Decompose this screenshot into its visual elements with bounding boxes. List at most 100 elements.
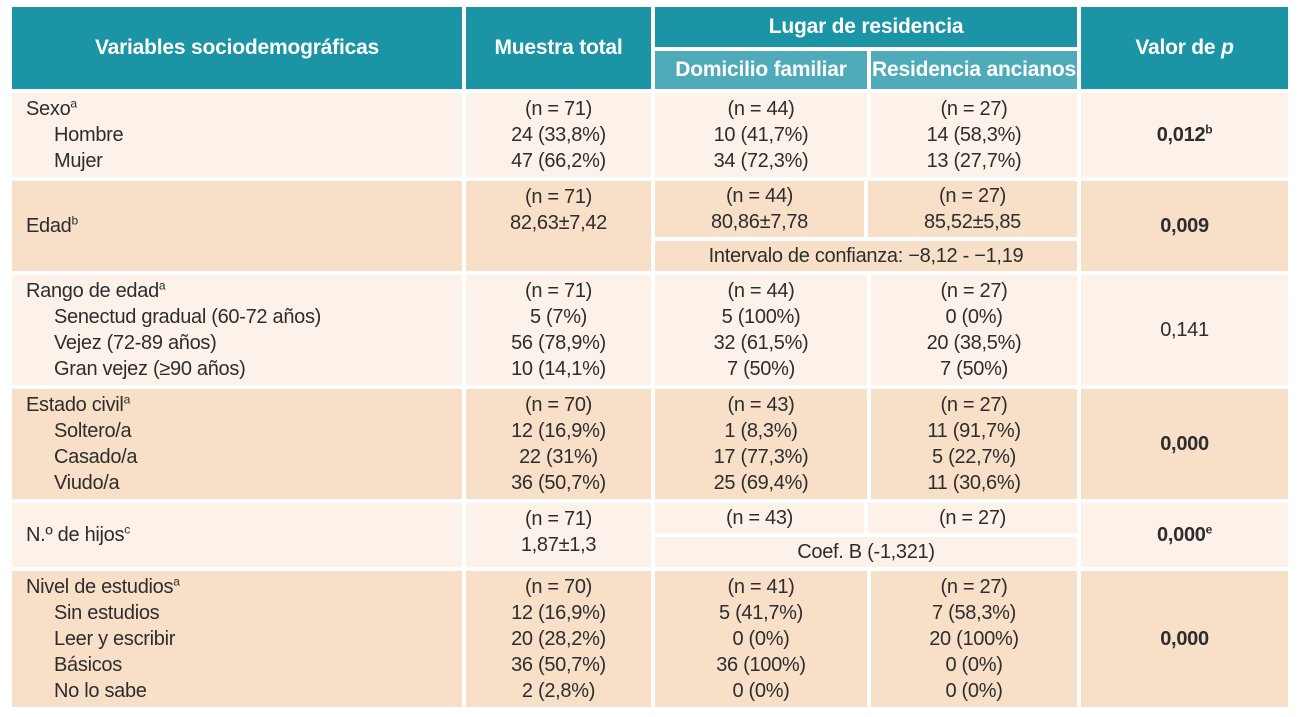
header-domicilio-familiar: Domicilio familiar (655, 51, 867, 89)
sociodemographic-table: Variables sociodemográficas Muestra tota… (8, 3, 1292, 711)
value-line: 24 (33,8%) (511, 124, 606, 146)
value-line: 36 (100%) (716, 654, 806, 676)
cell-sexo-domicilio: (n = 44) 10 (41,7%) 34 (72,3%) (655, 93, 867, 177)
category-label: Soltero/a (54, 420, 132, 442)
value-line: 0 (0%) (732, 680, 790, 702)
category-label: Básicos (54, 654, 122, 676)
cell-edad-muestra: (n = 71) 82,63±7,42 (466, 181, 651, 271)
value-line: (n = 43) (725, 507, 794, 529)
row-nivel-estudios: Nivel de estudiosa Sin estudios Leer y e… (12, 571, 1289, 707)
cell-rango-pvalue: 0,141 (1081, 275, 1289, 385)
value-line: 20 (100%) (929, 628, 1019, 650)
value-line: 0 (0%) (945, 306, 1003, 328)
value-line: 5 (7%) (529, 306, 588, 328)
variable-label: Rango de edada (26, 278, 166, 302)
value-line: (n = 43) (727, 394, 795, 416)
value-line: (n = 27) (940, 394, 1008, 416)
category-label: Casado/a (54, 446, 138, 468)
value-line: 56 (78,9%) (511, 332, 606, 354)
header-lugar-residencia: Lugar de residencia (655, 7, 1078, 47)
cell-hijos-muestra: (n = 71) 1,87±1,3 (466, 503, 651, 567)
variable-label: Edadb (26, 213, 78, 237)
cell-sexo-muestra: (n = 71) 24 (33,8%) 47 (66,2%) (466, 93, 651, 177)
value-line: 5 (41,7%) (718, 602, 803, 624)
value-line: 85,52±5,85 (924, 211, 1021, 233)
cell-sexo-variable: Sexoa Hombre Mujer (12, 93, 462, 177)
value-line: (n = 71) (524, 186, 593, 208)
category-label: Viudo/a (54, 472, 120, 494)
value-line: 80,86±7,78 (711, 211, 808, 233)
row-estado-civil: Estado civila Soltero/a Casado/a Viudo/a… (12, 389, 1289, 499)
row-num-hijos: N.º de hijosc (n = 71) 1,87±1,3 (n = 43)… (12, 503, 1289, 567)
category-label: Senectud gradual (60-72 años) (54, 306, 322, 328)
category-label: Leer y escribir (54, 628, 176, 650)
value-line: (n = 27) (940, 280, 1008, 302)
cell-hijos-residence-group: (n = 43) (n = 27) Coef. B (-1,321) (655, 503, 1078, 567)
cell-hijos-domicilio: (n = 43) (655, 503, 864, 533)
value-line: 1,87±1,3 (520, 534, 597, 556)
value-line: 0 (0%) (945, 654, 1003, 676)
value-line: (n = 44) (725, 185, 794, 207)
row-rango-edad: Rango de edada Senectud gradual (60-72 a… (12, 275, 1289, 385)
category-label: Vejez (72-89 años) (54, 332, 217, 354)
variable-label: N.º de hijosc (26, 522, 130, 546)
value-line: 12 (16,9%) (511, 602, 606, 624)
value-line: 7 (50%) (727, 358, 795, 380)
value-line: 82,63±7,42 (510, 212, 607, 234)
value-line: 20 (28,2%) (511, 628, 606, 650)
cell-nivel-muestra: (n = 70) 12 (16,9%) 20 (28,2%) 36 (50,7%… (466, 571, 651, 707)
value-line: 5 (22,7%) (932, 446, 1017, 468)
value-line: 7 (58,3%) (932, 602, 1017, 624)
value-line: 0 (0%) (732, 628, 790, 650)
value-line: 11 (91,7%) (927, 420, 1021, 442)
cell-hijos-pvalue: 0,000e (1081, 503, 1289, 567)
variable-label: Estado civila (26, 392, 130, 416)
value-line: (n = 70) (524, 576, 593, 598)
cell-estado-domicilio: (n = 43) 1 (8,3%) 17 (77,3%) 25 (69,4%) (655, 389, 867, 499)
value-line: 22 (31%) (519, 446, 598, 468)
value-line: 14 (58,3%) (926, 124, 1022, 146)
cell-rango-muestra: (n = 71) 5 (7%) 56 (78,9%) 10 (14,1%) (466, 275, 651, 385)
category-label: Hombre (54, 124, 124, 146)
value-line: 47 (66,2%) (511, 150, 606, 172)
cell-nivel-variable: Nivel de estudiosa Sin estudios Leer y e… (12, 571, 462, 707)
value-line: 10 (14,1%) (511, 358, 606, 380)
cell-rango-residencia: (n = 27) 0 (0%) 20 (38,5%) 7 (50%) (871, 275, 1078, 385)
value-line: 36 (50,7%) (511, 654, 606, 676)
value-line: (n = 27) (940, 98, 1008, 120)
variable-label: Sexoa (26, 96, 77, 120)
cell-edad-variable: Edadb (12, 181, 462, 271)
cell-hijos-residencia: (n = 27) (868, 503, 1078, 533)
value-line: (n = 71) (524, 98, 593, 120)
cell-edad-domicilio: (n = 44) 80,86±7,78 (655, 181, 864, 237)
value-line: (n = 27) (938, 507, 1007, 529)
value-line: 11 (30,6%) (927, 472, 1021, 494)
header-row-2: Domicilio familiar Residencia ancianos (12, 51, 1288, 89)
value-line: 36 (50,7%) (511, 472, 606, 494)
cell-estado-pvalue: 0,000 (1081, 389, 1289, 499)
value-line: 12 (16,9%) (511, 420, 606, 442)
cell-estado-muestra: (n = 70) 12 (16,9%) 22 (31%) 36 (50,7%) (466, 389, 651, 499)
cell-sexo-residencia: (n = 27) 14 (58,3%) 13 (27,7%) (871, 93, 1078, 177)
cell-nivel-pvalue: 0,000 (1081, 571, 1289, 707)
value-line: (n = 44) (727, 98, 795, 120)
value-line: 5 (100%) (721, 306, 801, 328)
header-muestra-total: Muestra total (466, 7, 651, 89)
valor-p-italic: p (1221, 36, 1234, 59)
valor-prefix: Valor de (1135, 36, 1222, 59)
header-row-1: Variables sociodemográficas Muestra tota… (12, 7, 1289, 89)
value-line: 20 (38,5%) (926, 332, 1022, 354)
value-line: 7 (50%) (940, 358, 1008, 380)
value-line: 13 (27,7%) (926, 150, 1022, 172)
value-line: 17 (77,3%) (713, 446, 809, 468)
cell-estado-variable: Estado civila Soltero/a Casado/a Viudo/a (12, 389, 462, 499)
header-variables: Variables sociodemográficas (12, 7, 462, 89)
value-line: 34 (72,3%) (713, 150, 809, 172)
value-line: (n = 71) (524, 280, 593, 302)
cell-edad-confidence-interval: Intervalo de confianza: −8,12 - −1,19 (655, 241, 1078, 271)
value-line: 0 (0%) (945, 680, 1003, 702)
cell-edad-pvalue: 0,009 (1081, 181, 1289, 271)
value-line: 32 (61,5%) (713, 332, 809, 354)
category-label: Mujer (54, 150, 103, 172)
